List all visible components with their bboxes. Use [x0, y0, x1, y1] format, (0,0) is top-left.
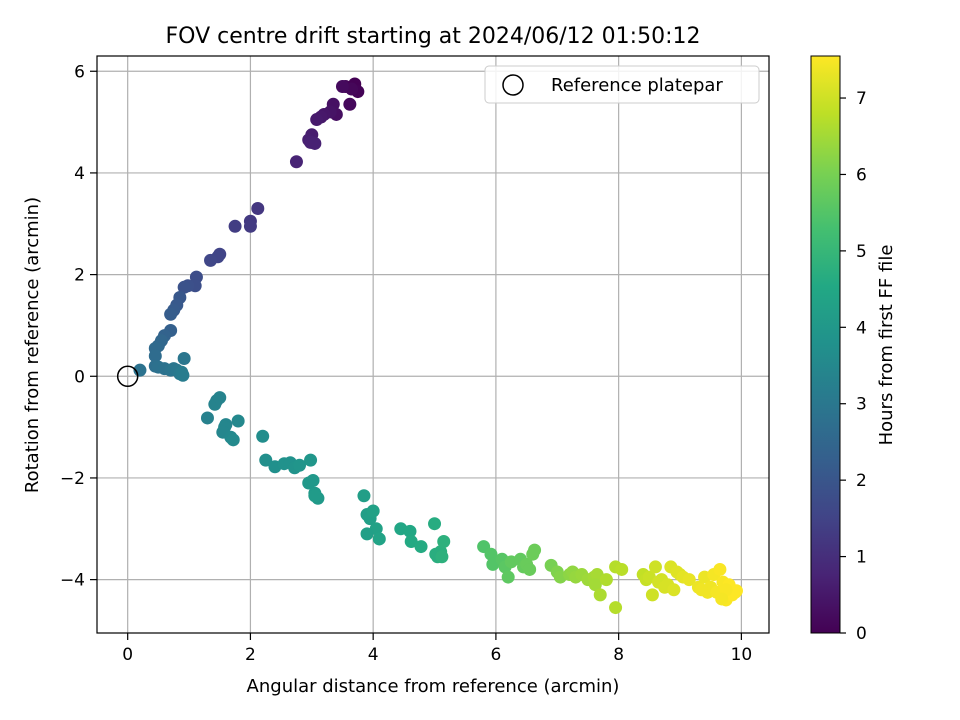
scatter-point	[310, 113, 324, 127]
colorbar-tick-label: 5	[856, 242, 867, 262]
scatter-point	[667, 583, 681, 597]
colorbar-tick-label: 6	[856, 165, 867, 185]
legend-label: Reference platepar	[551, 75, 723, 96]
scatter-point	[435, 550, 449, 564]
scatter-point	[609, 601, 623, 615]
scatter-point	[308, 489, 322, 503]
chart-title: FOV centre drift starting at 2024/06/12 …	[166, 24, 701, 49]
scatter-point	[200, 411, 214, 425]
x-tick-label: 8	[613, 645, 624, 665]
scatter-point	[366, 504, 380, 518]
legend-box	[484, 65, 760, 104]
scatter-point	[243, 219, 257, 233]
scatter-point	[304, 453, 318, 467]
x-tick-label: 4	[368, 645, 379, 665]
scatter-point	[523, 562, 537, 576]
reference-marker	[116, 365, 139, 388]
scatter-point	[306, 473, 320, 487]
y-tick-label: −4	[60, 571, 85, 591]
colorbar-tick-label: 3	[856, 395, 867, 415]
legend: Reference platepar	[484, 65, 760, 104]
colorbar-tick-label: 0	[856, 624, 867, 644]
scatter-point	[176, 368, 190, 382]
scatter-point	[682, 573, 696, 587]
y-tick-label: 4	[74, 164, 85, 184]
colorbar-tick-label: 1	[856, 548, 867, 568]
scatter-point	[148, 349, 162, 363]
scatter-point	[177, 280, 191, 294]
scatter-point	[372, 532, 386, 546]
y-axis-ticks: −4 −2 0 2 4 6	[60, 62, 97, 591]
scatter-point	[204, 253, 218, 267]
scatter-points	[133, 77, 743, 615]
scatter-point	[694, 583, 708, 597]
scatter-point	[404, 534, 418, 548]
scatter-point	[645, 588, 659, 602]
scatter-point	[259, 453, 273, 467]
y-tick-label: −2	[60, 469, 85, 489]
y-tick-label: 6	[74, 62, 85, 82]
scatter-point	[360, 527, 374, 541]
scatter-point	[289, 155, 303, 169]
colorbar-label: Hours from first FF file	[876, 245, 897, 446]
scatter-point	[256, 429, 270, 443]
scatter-point	[226, 433, 240, 447]
scatter-point	[615, 562, 629, 576]
x-tick-label: 10	[731, 645, 753, 665]
scatter-point	[343, 97, 357, 111]
scatter-point	[715, 592, 729, 606]
scatter-point	[593, 588, 607, 602]
scatter-point	[729, 584, 743, 598]
scatter-point	[414, 540, 428, 554]
scatter-point	[484, 547, 498, 561]
y-tick-label: 2	[74, 266, 85, 286]
scatter-point	[501, 570, 515, 584]
scatter-point	[428, 517, 442, 531]
x-axis-ticks: 0 2 4 6 8 10	[122, 633, 752, 665]
x-tick-label: 2	[245, 645, 256, 665]
colorbar-tick-label: 4	[856, 318, 867, 338]
scatter-point	[648, 560, 662, 574]
scatter-point	[164, 307, 178, 321]
scatter-point	[293, 458, 307, 472]
reference-point	[116, 365, 139, 388]
scatter-point	[251, 202, 265, 216]
colorbar-ticks: 0 1 2 3 4 5 6 7	[840, 89, 867, 644]
scatter-point	[599, 573, 613, 587]
x-axis-label: Angular distance from reference (arcmin)	[247, 676, 620, 697]
scatter-point	[335, 80, 349, 94]
scatter-point	[308, 136, 322, 150]
scatter-point	[231, 414, 245, 428]
grid-lines	[97, 56, 769, 633]
scatter-point	[177, 351, 191, 365]
scatter-point	[528, 543, 542, 557]
scatter-point	[357, 489, 371, 503]
colorbar-gradient	[810, 55, 841, 634]
scatter-point	[403, 524, 417, 538]
scatter-point	[228, 219, 242, 233]
colorbar: 0 1 2 3 4 5 6 7 Hours from first FF file	[810, 55, 897, 644]
y-tick-label: 0	[74, 367, 85, 387]
scatter-point	[713, 562, 727, 576]
scatter-point	[213, 391, 227, 405]
x-tick-label: 0	[122, 645, 133, 665]
colorbar-tick-label: 2	[856, 471, 867, 491]
y-axis-label: Rotation from reference (arcmin)	[22, 197, 43, 493]
x-tick-label: 6	[490, 645, 501, 665]
scatter-point	[437, 534, 451, 548]
colorbar-tick-label: 7	[856, 89, 867, 109]
scatter-point	[588, 578, 602, 592]
plot-frame	[96, 55, 770, 634]
legend-marker	[502, 74, 524, 96]
